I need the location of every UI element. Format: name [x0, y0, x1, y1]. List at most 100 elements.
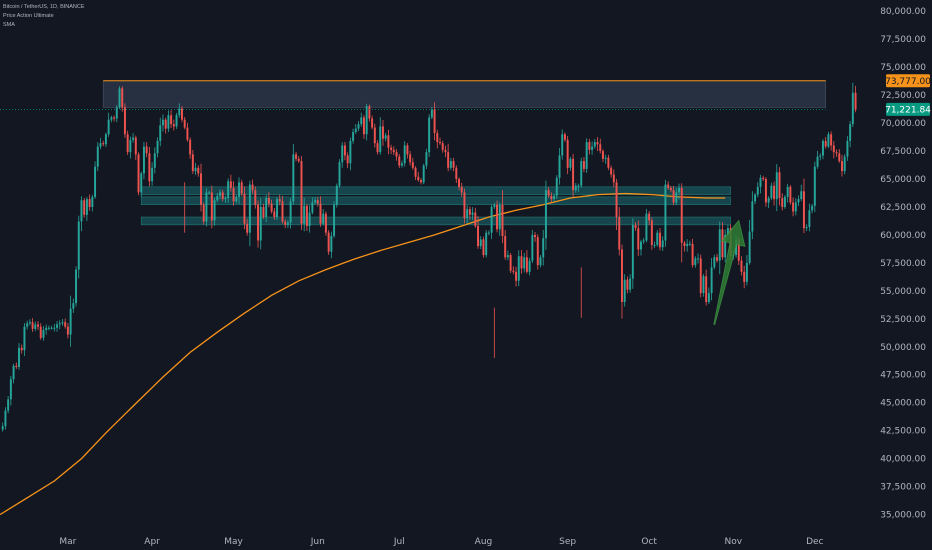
y-tick-label: 47,500.00: [880, 371, 926, 381]
y-tick-label: 55,000.00: [880, 287, 926, 297]
candle: [96, 142, 99, 172]
candle-body: [515, 271, 518, 281]
candle: [99, 137, 102, 150]
candle-body: [248, 184, 251, 233]
candle-body: [137, 154, 140, 193]
candle-body: [300, 161, 303, 224]
candle: [414, 166, 417, 180]
candle: [778, 167, 781, 206]
candle-body: [159, 125, 162, 141]
candle-body: [311, 202, 314, 213]
candle: [544, 180, 547, 250]
candle: [452, 157, 455, 172]
candle: [626, 276, 629, 294]
candle-body: [286, 222, 289, 225]
candle: [61, 319, 64, 326]
candle: [830, 131, 833, 151]
candle: [352, 128, 355, 144]
y-axis[interactable]: 35,000.00 37,500.00 40,000.00 42,500.00 45,0…: [880, 7, 926, 520]
candle-body: [781, 198, 784, 207]
candle: [593, 138, 596, 149]
candle-body: [31, 322, 34, 329]
candle: [797, 195, 800, 207]
candle-body: [376, 143, 379, 153]
candle: [387, 129, 390, 155]
candle: [610, 165, 613, 178]
candle-body: [341, 145, 344, 163]
candle: [20, 344, 23, 354]
x-axis[interactable]: Mar Apr May Jun Jul Aug Sep Oct Nov Dec: [59, 537, 823, 547]
candle: [694, 256, 697, 268]
candle-body: [783, 196, 786, 207]
candle-body: [778, 172, 781, 198]
candle: [517, 250, 520, 287]
candle-body: [838, 153, 841, 162]
candle: [300, 156, 303, 231]
candle-body: [96, 146, 99, 167]
candle: [441, 140, 444, 153]
candle: [724, 229, 727, 263]
candle-body: [107, 119, 110, 135]
candle: [265, 194, 268, 223]
candle: [12, 363, 15, 384]
candle-body: [832, 145, 835, 153]
candles-layer: [1, 82, 857, 432]
candle: [23, 323, 26, 356]
candle: [349, 137, 352, 171]
candle: [811, 203, 814, 214]
candle: [656, 229, 659, 247]
candle-body: [523, 257, 526, 269]
candle-body: [346, 155, 349, 164]
candle: [802, 178, 805, 234]
candle-body: [721, 229, 724, 258]
candle: [246, 218, 249, 236]
candle: [56, 321, 59, 332]
candle-body: [601, 151, 604, 159]
candle-body: [324, 213, 327, 233]
candle: [754, 192, 757, 205]
candle: [151, 162, 154, 186]
candle: [164, 117, 167, 134]
candle: [270, 199, 273, 214]
candle-body: [664, 184, 667, 241]
candle-body: [650, 220, 653, 245]
candle: [281, 195, 284, 224]
candle: [547, 187, 550, 198]
candle: [773, 181, 776, 206]
candle: [436, 129, 439, 149]
candle-body: [561, 134, 564, 156]
candle: [140, 171, 143, 197]
candle: [417, 171, 420, 182]
candle: [433, 102, 436, 141]
candle: [501, 190, 504, 244]
candle-body: [213, 200, 216, 221]
candle: [751, 191, 754, 240]
candle-body: [846, 140, 849, 157]
candle: [64, 318, 67, 329]
candle-body: [737, 239, 740, 261]
candle: [362, 115, 365, 139]
candle: [31, 318, 34, 332]
candle-body: [330, 236, 333, 252]
candle-body: [219, 192, 221, 196]
candle-body: [830, 134, 833, 146]
candle-body: [50, 327, 53, 329]
candle-body: [368, 106, 371, 119]
candle-body: [85, 199, 88, 215]
candle: [691, 238, 694, 268]
candle: [854, 85, 857, 113]
candle: [808, 203, 811, 232]
candle: [553, 193, 556, 202]
candle: [77, 215, 80, 279]
candle: [398, 154, 401, 168]
candle-body: [251, 184, 254, 191]
candle-body: [433, 109, 436, 134]
candle: [430, 106, 433, 120]
candle: [566, 136, 569, 175]
candle-body: [786, 186, 789, 197]
candle-body: [707, 293, 710, 303]
candle-body: [373, 127, 376, 144]
x-tick-label: May: [224, 537, 243, 547]
candle-body: [94, 166, 97, 197]
